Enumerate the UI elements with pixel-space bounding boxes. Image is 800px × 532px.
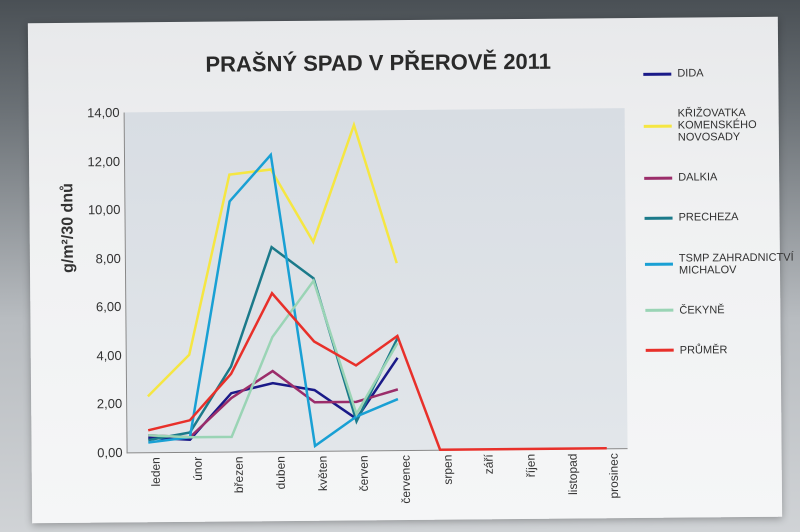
x-tick-label: leden (148, 457, 162, 486)
legend-swatch (645, 263, 673, 266)
legend-swatch (644, 124, 672, 127)
y-tick-label: 14,00 (87, 105, 120, 120)
legend-item-DALKIA: DALKIA (644, 171, 794, 184)
legend-swatch (644, 177, 672, 180)
y-tick-label: 6,00 (96, 299, 121, 314)
legend-label: PRŮMĚR (680, 344, 728, 357)
x-tick-label: květen (315, 456, 329, 491)
line-series-svg (125, 108, 628, 452)
legend-label: PRECHEZA (679, 212, 739, 225)
x-tick-label: únor (190, 457, 204, 481)
x-tick-label: listopad (565, 453, 579, 494)
y-axis-label: g/m²/30 dnů (59, 183, 78, 273)
chart-paper: PRAŠNÝ SPAD V PŘEROVĚ 2011 g/m²/30 dnů 0… (28, 17, 782, 524)
legend-item-PRUMER: PRŮMĚR (646, 343, 796, 356)
chart-title: PRAŠNÝ SPAD V PŘEROVĚ 2011 (128, 48, 628, 78)
legend-item-KRIZOVATKA: KŘIŽOVATKA KOMENSKÉHO NOVOSADY (644, 107, 794, 145)
legend: DIDA KŘIŽOVATKA KOMENSKÉHO NOVOSADY DALKIA… (643, 67, 796, 385)
y-tick-label: 10,00 (88, 202, 121, 217)
y-tick-label: 8,00 (96, 251, 121, 266)
legend-label: DALKIA (678, 172, 717, 184)
x-tick-label: červenec (398, 455, 412, 504)
x-tick-label: červen (357, 455, 371, 491)
legend-item-DIDA: DIDA (643, 67, 793, 80)
legend-swatch (643, 72, 671, 75)
legend-item-PRECHEZA: PRECHEZA (645, 211, 795, 224)
legend-swatch (646, 349, 674, 352)
y-tick-label: 12,00 (87, 154, 120, 169)
legend-item-CEKYNE: ČEKYNĚ (645, 303, 795, 316)
x-tick-label: prosinec (607, 453, 621, 498)
series-line-DALKIA (148, 370, 399, 438)
x-tick-label: březen (232, 456, 246, 493)
legend-swatch (645, 309, 673, 312)
series-line-PRECHEZA (147, 246, 399, 440)
x-tick-label: srpen (440, 455, 454, 485)
legend-label: DIDA (677, 67, 703, 79)
y-tick-label: 0,00 (97, 445, 122, 460)
legend-swatch (645, 217, 673, 220)
legend-label: ČEKYNĚ (679, 304, 724, 316)
legend-label: KŘIŽOVATKA KOMENSKÉHO NOVOSADY (678, 107, 794, 144)
series-line-PRUMER (147, 290, 607, 452)
y-tick-label: 2,00 (97, 396, 122, 411)
x-tick-label: říjen (523, 454, 537, 477)
legend-label: TSMP ZAHRADNICTVÍ MICHALOV (679, 251, 795, 276)
x-tick-label: září (482, 454, 496, 474)
plot-area: 0,002,004,006,008,0010,0012,0014,00leden… (124, 108, 628, 453)
series-line-TSMP (146, 154, 399, 448)
y-tick-label: 4,00 (96, 348, 121, 363)
legend-item-TSMP: TSMP ZAHRADNICTVÍ MICHALOV (645, 251, 795, 276)
x-tick-label: duben (273, 456, 287, 489)
